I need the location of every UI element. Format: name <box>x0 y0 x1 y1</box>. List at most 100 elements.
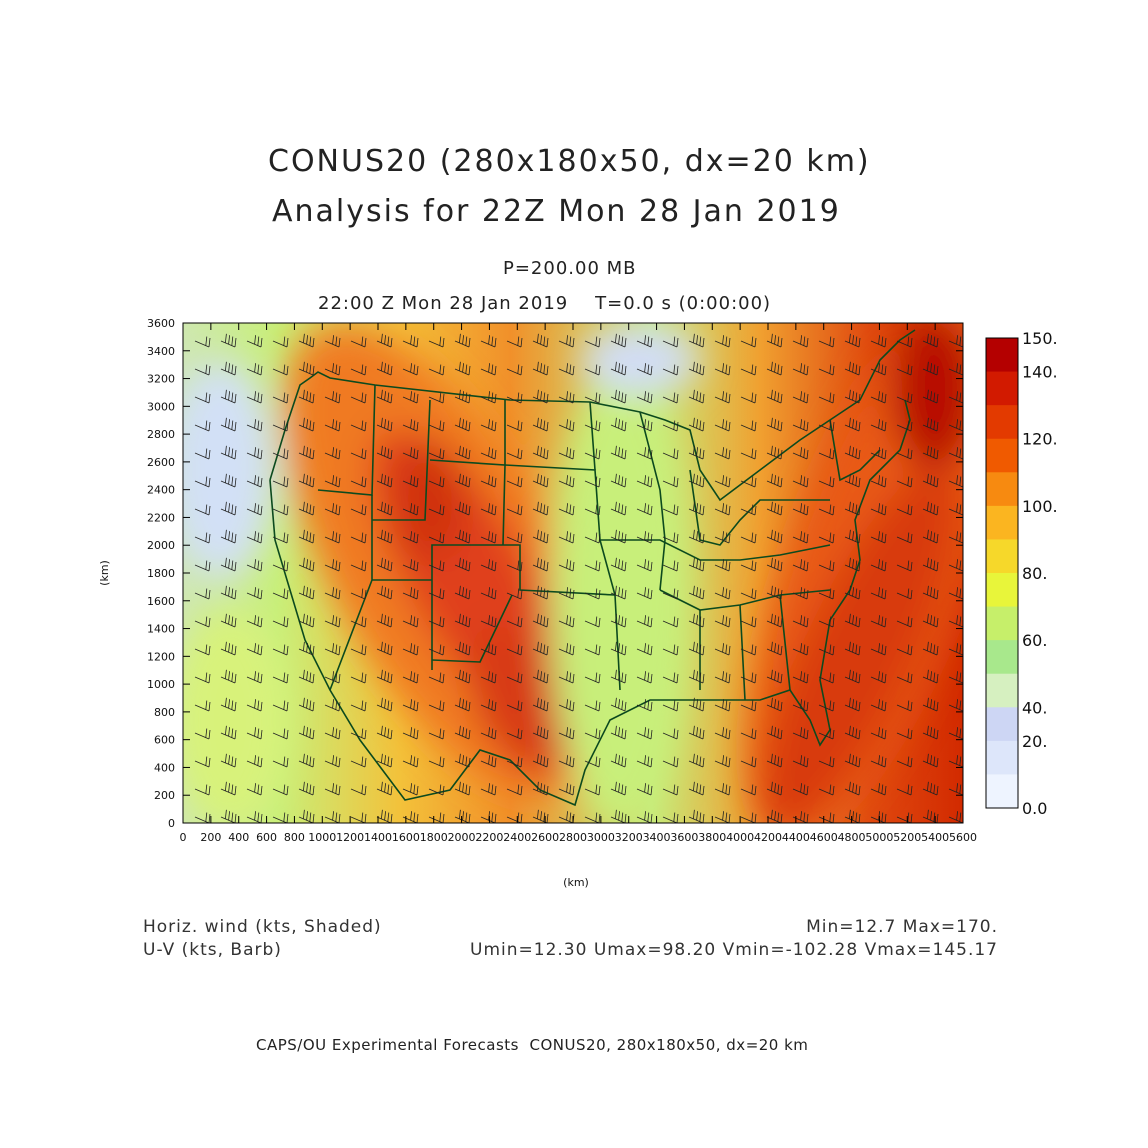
wind-barb <box>896 420 913 432</box>
colorbar-swatch <box>986 438 1018 473</box>
wind-barb <box>922 697 939 712</box>
wind-barb <box>246 615 263 628</box>
wind-barb <box>584 476 601 488</box>
x-tick-label: 1600 <box>392 831 420 844</box>
wind-barb <box>532 501 549 516</box>
wind-barb <box>506 728 523 740</box>
wind-barb <box>480 559 497 572</box>
wind-barb <box>376 585 393 600</box>
wind-barb <box>870 447 887 460</box>
wind-barb <box>948 755 963 768</box>
wind-barb <box>948 727 963 740</box>
wind-barb <box>220 445 237 460</box>
wind-barb <box>428 644 445 656</box>
wind-barb <box>584 616 601 628</box>
wind-barb <box>350 392 367 404</box>
wind-barb <box>402 531 419 544</box>
wind-barb <box>922 333 939 348</box>
x-tick-label: 2400 <box>503 831 531 844</box>
colorbar-swatch <box>986 371 1018 406</box>
wind-barb <box>740 364 757 376</box>
wind-barb <box>428 728 445 740</box>
wind-barb <box>636 531 653 544</box>
wind-barb <box>688 417 705 432</box>
colorbar-swatch <box>986 673 1018 708</box>
wind-barb <box>792 783 809 796</box>
wind-barb <box>584 504 601 516</box>
wind-barb <box>896 504 913 516</box>
wind-barb <box>402 615 419 628</box>
wind-barb <box>402 811 419 823</box>
colorbar-swatch <box>986 774 1018 809</box>
wind-barb <box>402 727 419 740</box>
title-line-1: CONUS20 (280x180x50, dx=20 km) <box>268 144 871 179</box>
wind-barb <box>792 419 809 432</box>
wind-barb <box>714 335 731 348</box>
wind-barb <box>402 447 419 460</box>
wind-barb <box>584 756 601 768</box>
x-tick-label: 5400 <box>921 831 949 844</box>
wind-barb <box>506 644 523 656</box>
y-tick-label: 400 <box>154 761 175 774</box>
colorbar-label: 20. <box>1022 732 1047 751</box>
wind-barb <box>194 420 211 432</box>
wind-barb <box>636 699 653 712</box>
wind-barb <box>636 419 653 432</box>
wind-barb <box>662 644 679 656</box>
wind-barb <box>376 641 393 656</box>
wind-barb <box>246 587 263 600</box>
wind-barb <box>220 613 237 628</box>
wind-barb <box>298 725 315 740</box>
wind-barb <box>792 811 809 823</box>
wind-barb <box>818 420 835 432</box>
wind-barb <box>194 728 211 740</box>
wind-barb <box>324 447 341 460</box>
x-tick-label: 400 <box>228 831 249 844</box>
wind-barb <box>246 503 263 516</box>
wind-barb <box>896 392 913 404</box>
wind-barb <box>870 503 887 516</box>
wind-barb <box>480 447 497 460</box>
wind-barb <box>350 756 367 768</box>
wind-barb <box>220 781 237 796</box>
wind-barb <box>870 559 887 572</box>
colorbar-labels: 150. 140. 120. 100. 80. 60. 40. 20. 0.0 <box>1022 329 1058 818</box>
wind-barb <box>584 588 601 600</box>
wind-barb <box>246 755 263 768</box>
wind-barb <box>480 615 497 628</box>
wind-barb <box>714 587 731 600</box>
wind-barb <box>376 725 393 740</box>
x-tick-label: 3200 <box>615 831 643 844</box>
y-axis-label: (km) <box>98 560 111 586</box>
wind-barb <box>714 811 731 823</box>
wind-barb <box>688 697 705 712</box>
wind-barb <box>870 699 887 712</box>
wind-barb <box>246 811 263 823</box>
wind-barb <box>506 448 523 460</box>
wind-barb <box>688 781 705 796</box>
wind-barb <box>584 336 601 348</box>
wind-barb <box>792 671 809 684</box>
y-tick-label: 3200 <box>147 373 175 386</box>
wind-barb <box>610 697 627 712</box>
wind-barb <box>506 616 523 628</box>
wind-barb <box>740 476 757 488</box>
wind-barb <box>558 755 575 768</box>
y-tick-label: 0 <box>168 817 175 830</box>
wind-barb <box>766 613 783 628</box>
wind-barb <box>766 809 783 823</box>
wind-barb <box>662 532 679 544</box>
wind-barb <box>688 725 705 740</box>
wind-barb <box>766 361 783 376</box>
x-tick-label: 3000 <box>587 831 615 844</box>
wind-barb <box>428 672 445 684</box>
wind-barb <box>896 784 913 796</box>
wind-barb <box>350 672 367 684</box>
x-tick-label: 2800 <box>559 831 587 844</box>
wind-barb <box>896 336 913 348</box>
wind-barb <box>714 503 731 516</box>
wind-barb <box>792 503 809 516</box>
wind-barb <box>298 333 315 348</box>
wind-barb <box>480 335 497 348</box>
wind-barb <box>584 784 601 796</box>
